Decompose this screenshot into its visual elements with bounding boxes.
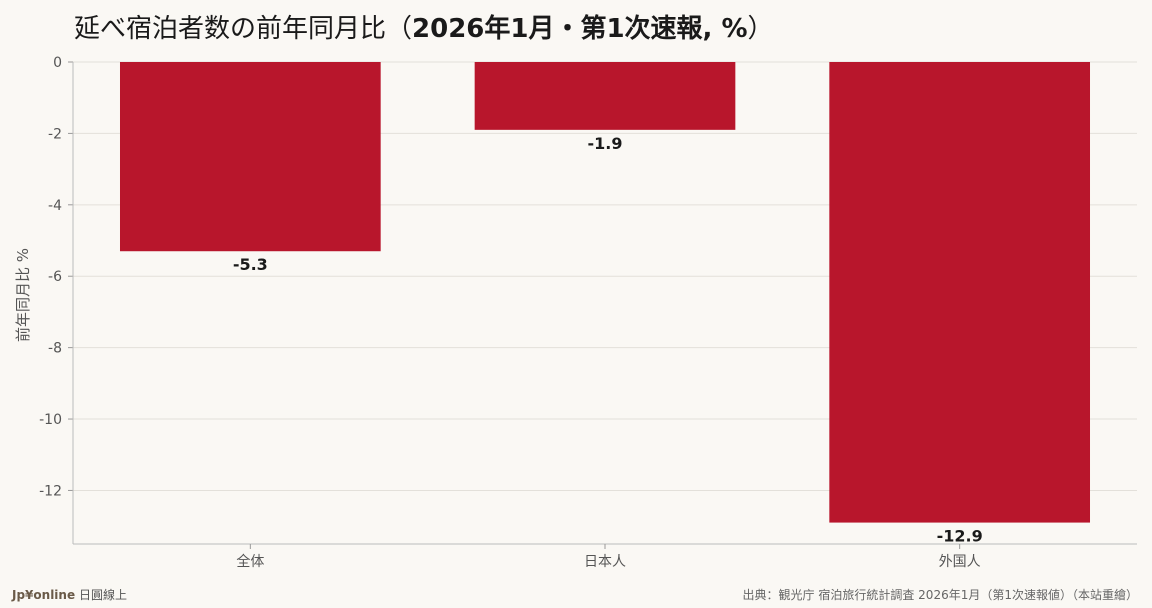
brand-logo-text: Jp¥online bbox=[12, 588, 76, 602]
bar bbox=[119, 62, 381, 252]
chart-title-end: ） bbox=[747, 14, 774, 44]
data-label: -12.9 bbox=[937, 527, 983, 546]
x-tick-label: 外国人 bbox=[939, 554, 981, 570]
y-tick-label: -4 bbox=[48, 198, 62, 214]
bar bbox=[474, 62, 736, 130]
y-tick-label: 0 bbox=[53, 55, 62, 71]
footer-source: 出典：観光庁 宿泊旅行統計調査 2026年1月（第1次速報値）（本站重繪） bbox=[742, 588, 1138, 602]
y-tick-label: -6 bbox=[48, 269, 62, 285]
chart-title: 延べ宿泊者数の前年同月比（2026年1月・第1次速報, %） bbox=[74, 8, 774, 45]
y-tick-label: -12 bbox=[39, 483, 62, 499]
y-axis-label: 前年同月比 % bbox=[14, 248, 32, 342]
brand-subtitle: 日圓線上 bbox=[78, 588, 127, 602]
y-tick-label: -8 bbox=[48, 341, 62, 357]
x-tick-label: 日本人 bbox=[584, 554, 626, 570]
x-tick-label: 全体 bbox=[236, 553, 264, 570]
chart-title-main: 延べ宿泊者数の前年同月比（ bbox=[74, 14, 413, 44]
y-tick-label: -2 bbox=[48, 126, 62, 142]
y-tick-label: -10 bbox=[39, 412, 62, 428]
data-label: -1.9 bbox=[588, 134, 623, 153]
bar bbox=[829, 62, 1091, 523]
footer-brand: Jp¥online 日圓線上 bbox=[12, 586, 127, 603]
data-label: -5.3 bbox=[233, 255, 268, 274]
chart-title-bold: 2026年1月・第1次速報, % bbox=[412, 14, 748, 44]
